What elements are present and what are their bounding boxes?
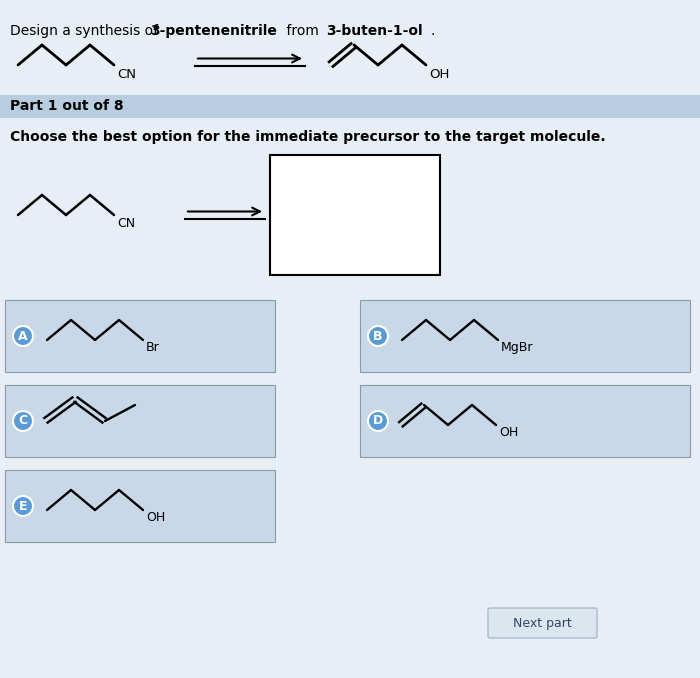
Bar [270, 155, 440, 275]
Text: 3-pentenenitrile: 3-pentenenitrile [150, 24, 277, 38]
Text: OH: OH [429, 68, 449, 81]
Text: 3-buten-1-ol: 3-buten-1-ol [326, 24, 423, 38]
Text: D: D [373, 414, 383, 428]
Circle shape [368, 326, 388, 346]
Circle shape [13, 496, 33, 516]
Text: CN: CN [117, 68, 136, 81]
Bar [5, 300, 275, 372]
Text: C: C [18, 414, 27, 428]
Text: Next part: Next part [513, 616, 572, 629]
Circle shape [13, 326, 33, 346]
Text: Design a synthesis of: Design a synthesis of [10, 24, 162, 38]
Text: Choose the best option for the immediate precursor to the target molecule.: Choose the best option for the immediate… [10, 130, 605, 144]
Text: MgBr: MgBr [501, 341, 533, 354]
Text: Part 1 out of 8: Part 1 out of 8 [10, 100, 124, 113]
Text: OH: OH [499, 426, 518, 439]
Text: B: B [373, 330, 383, 342]
Circle shape [368, 411, 388, 431]
Bar [5, 470, 275, 542]
Text: E: E [19, 500, 27, 513]
Text: from: from [282, 24, 323, 38]
Text: .: . [430, 24, 435, 38]
Circle shape [13, 411, 33, 431]
FancyBboxPatch shape [488, 608, 597, 638]
Text: A: A [18, 330, 28, 342]
Text: Br: Br [146, 341, 160, 354]
Bar [5, 385, 275, 457]
Bar [360, 385, 690, 457]
Bar [0, 95, 700, 118]
Bar [360, 300, 690, 372]
Text: OH: OH [146, 511, 165, 524]
Text: CN: CN [117, 217, 135, 230]
